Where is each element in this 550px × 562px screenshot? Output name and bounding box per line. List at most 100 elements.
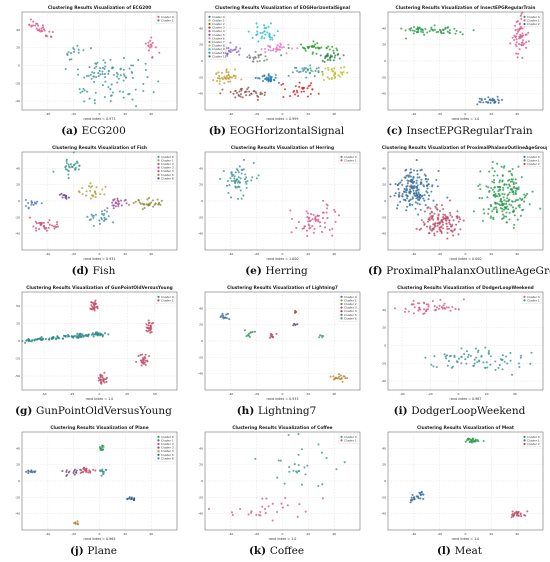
data-point: [318, 221, 322, 224]
data-point: [255, 177, 258, 180]
data-point: [233, 177, 236, 180]
data-point: [451, 365, 454, 368]
legend-marker: [208, 44, 211, 47]
data-point: [117, 205, 120, 208]
data-point: [92, 80, 96, 83]
data-point: [103, 332, 107, 335]
data-point: [93, 190, 96, 193]
data-point: [156, 198, 159, 201]
data-point: [119, 74, 122, 77]
data-point: [415, 159, 418, 162]
data-point: [446, 30, 449, 33]
data-point: [511, 373, 514, 376]
data-point: [415, 197, 418, 200]
x-tick-label: 20: [306, 252, 310, 256]
data-point: [478, 100, 481, 103]
data-point: [482, 361, 485, 364]
panel-g: -50 -25 0 25 50 -50 -25 0 25 50 Clustering Results…: [2, 282, 185, 422]
panel-caption-text: Plane: [87, 545, 118, 557]
data-point: [462, 219, 465, 222]
data-point: [287, 74, 290, 77]
data-point: [225, 317, 228, 320]
y-tick-label: -40: [381, 92, 386, 96]
data-point: [424, 27, 427, 31]
data-point: [527, 31, 530, 34]
data-point: [518, 48, 521, 51]
data-point: [100, 449, 103, 452]
data-point: [420, 491, 423, 494]
data-point: [317, 220, 320, 223]
data-point: [144, 62, 147, 65]
data-point: [103, 381, 106, 384]
data-point: [82, 49, 85, 52]
data-point: [89, 73, 92, 76]
data-point: [81, 187, 84, 190]
data-point: [67, 177, 70, 180]
data-point: [255, 22, 258, 25]
data-point: [483, 212, 486, 215]
data-point: [251, 176, 254, 179]
data-point: [412, 189, 415, 192]
data-point: [65, 196, 68, 199]
data-point: [74, 162, 77, 165]
data-point: [230, 76, 233, 79]
y-tick-label: -25: [15, 357, 20, 361]
data-point: [503, 199, 506, 202]
data-point: [496, 95, 499, 98]
data-point: [311, 51, 314, 54]
x-tick-label: 40: [332, 532, 336, 536]
data-point: [232, 173, 235, 177]
data-point: [104, 75, 107, 79]
data-point: [447, 26, 450, 29]
data-point: [30, 200, 33, 203]
data-point: [30, 469, 33, 472]
data-point: [100, 212, 104, 216]
data-point: [254, 56, 257, 59]
data-point: [457, 233, 460, 236]
data-point: [447, 227, 450, 230]
data-point: [100, 216, 103, 220]
data-point: [477, 184, 480, 188]
data-point: [478, 183, 481, 186]
data-point: [338, 214, 341, 217]
y-tick-label: -40: [198, 372, 203, 376]
data-point: [76, 161, 79, 164]
data-point: [335, 47, 338, 50]
data-point: [511, 206, 515, 209]
data-point: [452, 219, 455, 222]
data-point: [52, 336, 55, 339]
data-point: [420, 178, 423, 181]
data-point: [27, 340, 30, 343]
data-point: [447, 359, 450, 362]
x-axis-label: rand index = 1.0: [269, 537, 297, 541]
data-point: [425, 180, 428, 183]
data-point: [317, 92, 320, 95]
data-point: [492, 193, 495, 197]
data-point: [321, 335, 325, 338]
data-point: [417, 198, 420, 201]
data-point: [95, 76, 98, 79]
data-point: [412, 312, 415, 315]
data-point: [309, 92, 312, 96]
data-point: [401, 195, 404, 198]
data-point: [236, 186, 239, 189]
data-point: [427, 303, 430, 306]
data-point: [100, 374, 104, 377]
data-point: [82, 467, 85, 470]
data-point: [461, 33, 464, 36]
data-point: [296, 91, 299, 94]
data-point: [405, 187, 408, 190]
data-point: [239, 507, 242, 511]
data-point: [508, 178, 511, 182]
legend-marker: [157, 439, 160, 442]
data-point: [501, 207, 504, 210]
data-point: [265, 27, 268, 30]
data-point: [313, 227, 316, 231]
data-point: [531, 190, 534, 193]
data-point: [446, 237, 449, 240]
data-point: [340, 66, 343, 69]
data-point: [261, 35, 264, 38]
data-point: [234, 179, 238, 182]
data-point: [517, 52, 520, 55]
data-point: [140, 364, 143, 367]
